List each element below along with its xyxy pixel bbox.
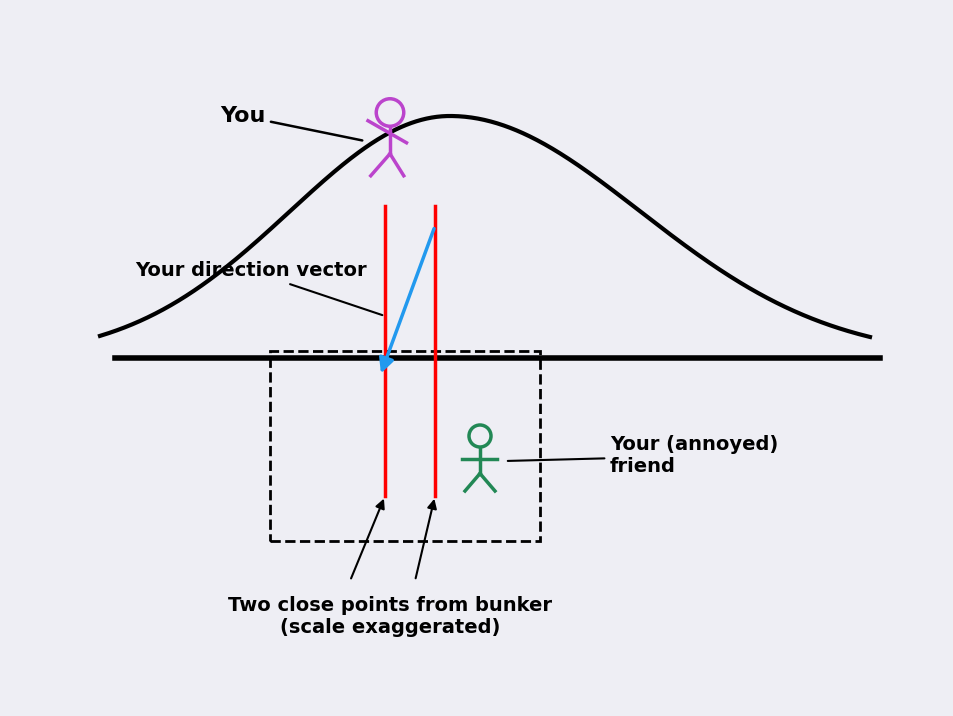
Text: Two close points from bunker
(scale exaggerated): Two close points from bunker (scale exag…: [228, 596, 552, 637]
Bar: [270, 351, 539, 541]
Text: You: You: [220, 106, 362, 140]
Text: Your direction vector: Your direction vector: [135, 261, 382, 315]
Text: Your (annoyed)
friend: Your (annoyed) friend: [507, 435, 778, 477]
